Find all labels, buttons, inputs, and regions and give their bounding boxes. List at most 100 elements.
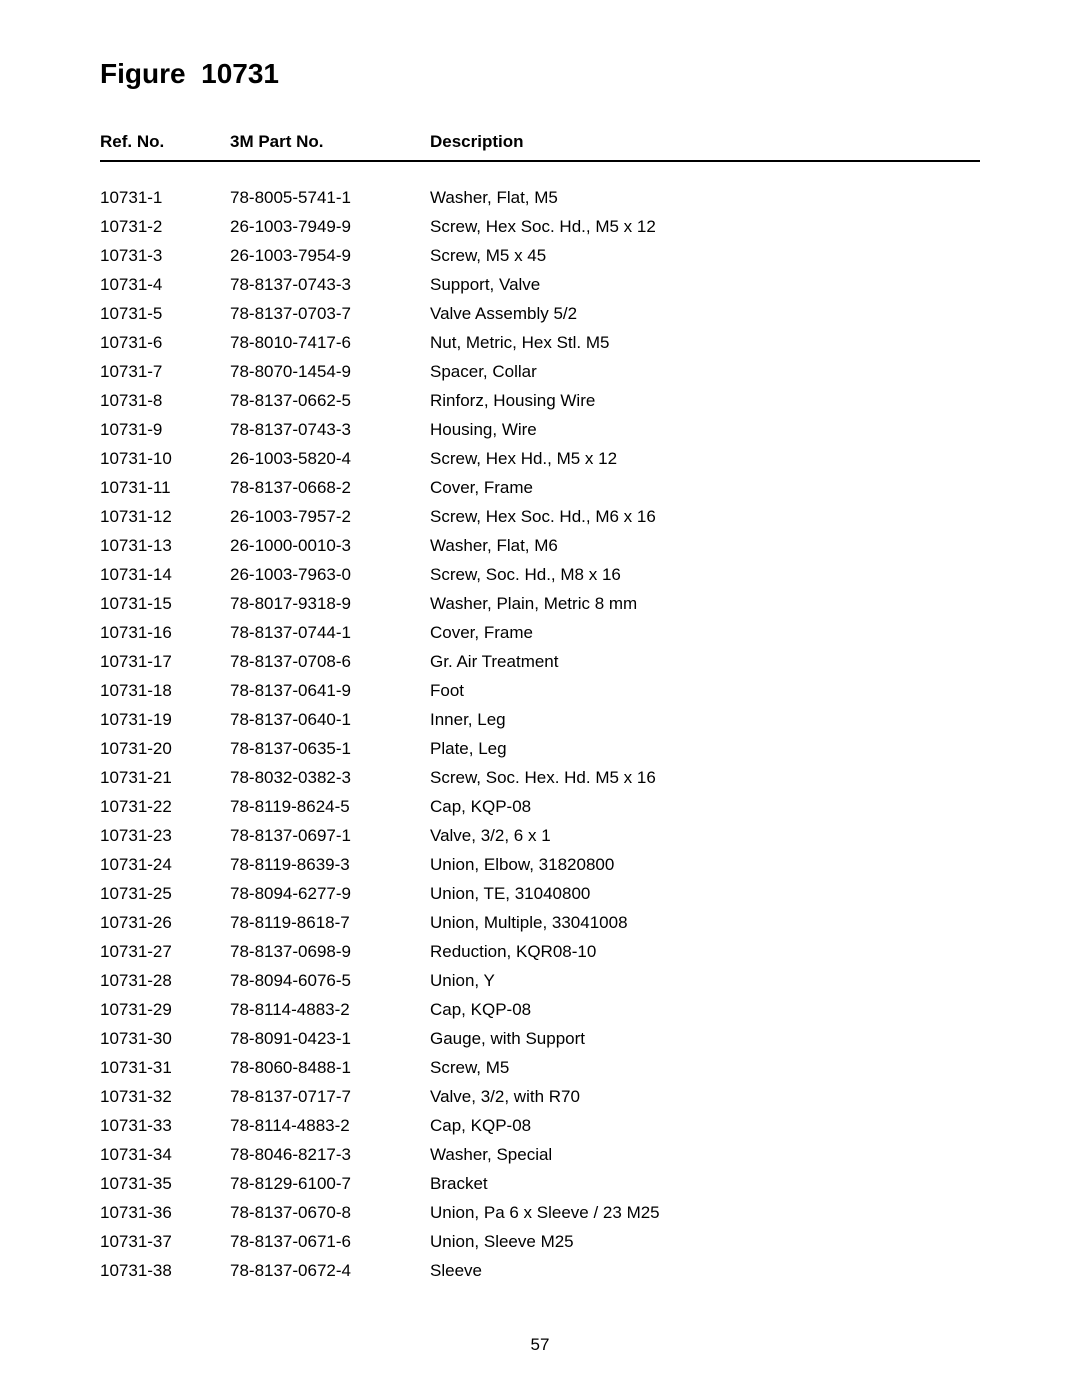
table-row: 10731-3578-8129-6100-7Bracket: [100, 1169, 980, 1198]
cell-part: 78-8005-5741-1: [230, 183, 430, 212]
cell-part: 78-8137-0698-9: [230, 937, 430, 966]
cell-desc: Gr. Air Treatment: [430, 647, 980, 676]
cell-part: 78-8137-0697-1: [230, 821, 430, 850]
cell-part: 78-8119-8639-3: [230, 850, 430, 879]
table-row: 10731-1878-8137-0641-9Foot: [100, 676, 980, 705]
cell-desc: Union, Pa 6 x Sleeve / 23 M25: [430, 1198, 980, 1227]
cell-part: 78-8094-6076-5: [230, 966, 430, 995]
cell-part: 78-8137-0743-3: [230, 415, 430, 444]
cell-desc: Union, Y: [430, 966, 980, 995]
cell-part: 26-1003-7963-0: [230, 560, 430, 589]
table-row: 10731-1578-8017-9318-9Washer, Plain, Met…: [100, 589, 980, 618]
cell-desc: Foot: [430, 676, 980, 705]
cell-part: 78-8114-4883-2: [230, 995, 430, 1024]
cell-part: 26-1003-7949-9: [230, 212, 430, 241]
cell-part: 26-1003-7954-9: [230, 241, 430, 270]
cell-ref: 10731-2: [100, 212, 230, 241]
table-row: 10731-3878-8137-0672-4Sleeve: [100, 1256, 980, 1285]
cell-desc: Screw, Soc. Hd., M8 x 16: [430, 560, 980, 589]
cell-ref: 10731-27: [100, 937, 230, 966]
parts-table-head: Ref. No. 3M Part No. Description: [100, 132, 980, 161]
cell-ref: 10731-11: [100, 473, 230, 502]
cell-ref: 10731-15: [100, 589, 230, 618]
table-row: 10731-3778-8137-0671-6Union, Sleeve M25: [100, 1227, 980, 1256]
table-row: 10731-1026-1003-5820-4Screw, Hex Hd., M5…: [100, 444, 980, 473]
parts-table: Ref. No. 3M Part No. Description 10731-1…: [100, 132, 980, 1285]
cell-desc: Valve, 3/2, 6 x 1: [430, 821, 980, 850]
cell-desc: Screw, Hex Soc. Hd., M5 x 12: [430, 212, 980, 241]
table-row: 10731-878-8137-0662-5Rinforz, Housing Wi…: [100, 386, 980, 415]
cell-desc: Cap, KQP-08: [430, 995, 980, 1024]
cell-part: 26-1003-5820-4: [230, 444, 430, 473]
table-row: 10731-178-8005-5741-1Washer, Flat, M5: [100, 183, 980, 212]
cell-ref: 10731-25: [100, 879, 230, 908]
table-row: 10731-978-8137-0743-3Housing, Wire: [100, 415, 980, 444]
cell-ref: 10731-16: [100, 618, 230, 647]
cell-desc: Screw, Soc. Hex. Hd. M5 x 16: [430, 763, 980, 792]
cell-ref: 10731-37: [100, 1227, 230, 1256]
table-row: 10731-2678-8119-8618-7Union, Multiple, 3…: [100, 908, 980, 937]
cell-ref: 10731-29: [100, 995, 230, 1024]
cell-desc: Inner, Leg: [430, 705, 980, 734]
cell-ref: 10731-23: [100, 821, 230, 850]
figure-title-prefix: Figure: [100, 58, 186, 89]
cell-desc: Screw, Hex Soc. Hd., M6 x 16: [430, 502, 980, 531]
cell-ref: 10731-12: [100, 502, 230, 531]
table-row: 10731-3678-8137-0670-8Union, Pa 6 x Slee…: [100, 1198, 980, 1227]
cell-part: 78-8114-4883-2: [230, 1111, 430, 1140]
table-row: 10731-2878-8094-6076-5Union, Y: [100, 966, 980, 995]
cell-desc: Union, TE, 31040800: [430, 879, 980, 908]
cell-part: 78-8137-0635-1: [230, 734, 430, 763]
page: Figure 10731 Ref. No. 3M Part No. Descri…: [0, 0, 1080, 1397]
cell-desc: Support, Valve: [430, 270, 980, 299]
cell-ref: 10731-9: [100, 415, 230, 444]
cell-part: 78-8017-9318-9: [230, 589, 430, 618]
cell-desc: Reduction, KQR08-10: [430, 937, 980, 966]
table-row: 10731-1226-1003-7957-2Screw, Hex Soc. Hd…: [100, 502, 980, 531]
cell-desc: Cap, KQP-08: [430, 792, 980, 821]
cell-part: 78-8129-6100-7: [230, 1169, 430, 1198]
table-row: 10731-3378-8114-4883-2Cap, KQP-08: [100, 1111, 980, 1140]
cell-ref: 10731-6: [100, 328, 230, 357]
col-header-desc: Description: [430, 132, 980, 161]
cell-desc: Housing, Wire: [430, 415, 980, 444]
col-header-part: 3M Part No.: [230, 132, 430, 161]
cell-part: 78-8137-0672-4: [230, 1256, 430, 1285]
cell-part: 78-8046-8217-3: [230, 1140, 430, 1169]
cell-part: 78-8137-0671-6: [230, 1227, 430, 1256]
table-row: 10731-1178-8137-0668-2Cover, Frame: [100, 473, 980, 502]
cell-ref: 10731-21: [100, 763, 230, 792]
cell-ref: 10731-24: [100, 850, 230, 879]
cell-part: 78-8119-8624-5: [230, 792, 430, 821]
table-row: 10731-778-8070-1454-9Spacer, Collar: [100, 357, 980, 386]
table-row: 10731-678-8010-7417-6Nut, Metric, Hex St…: [100, 328, 980, 357]
table-row: 10731-1978-8137-0640-1Inner, Leg: [100, 705, 980, 734]
cell-ref: 10731-20: [100, 734, 230, 763]
cell-ref: 10731-34: [100, 1140, 230, 1169]
cell-desc: Cover, Frame: [430, 618, 980, 647]
cell-desc: Nut, Metric, Hex Stl. M5: [430, 328, 980, 357]
cell-desc: Washer, Plain, Metric 8 mm: [430, 589, 980, 618]
cell-part: 78-8070-1454-9: [230, 357, 430, 386]
cell-part: 78-8094-6277-9: [230, 879, 430, 908]
table-row: 10731-2578-8094-6277-9Union, TE, 3104080…: [100, 879, 980, 908]
cell-ref: 10731-26: [100, 908, 230, 937]
cell-ref: 10731-14: [100, 560, 230, 589]
cell-desc: Union, Multiple, 33041008: [430, 908, 980, 937]
cell-part: 78-8137-0708-6: [230, 647, 430, 676]
table-row: 10731-326-1003-7954-9Screw, M5 x 45: [100, 241, 980, 270]
table-row: 10731-2178-8032-0382-3Screw, Soc. Hex. H…: [100, 763, 980, 792]
cell-ref: 10731-18: [100, 676, 230, 705]
parts-table-body: 10731-178-8005-5741-1Washer, Flat, M5107…: [100, 161, 980, 1285]
cell-desc: Sleeve: [430, 1256, 980, 1285]
cell-part: 78-8119-8618-7: [230, 908, 430, 937]
table-row: 10731-3478-8046-8217-3Washer, Special: [100, 1140, 980, 1169]
table-row: 10731-2078-8137-0635-1Plate, Leg: [100, 734, 980, 763]
cell-desc: Plate, Leg: [430, 734, 980, 763]
cell-ref: 10731-4: [100, 270, 230, 299]
cell-part: 78-8137-0640-1: [230, 705, 430, 734]
table-row: 10731-3078-8091-0423-1Gauge, with Suppor…: [100, 1024, 980, 1053]
cell-ref: 10731-8: [100, 386, 230, 415]
cell-desc: Union, Sleeve M25: [430, 1227, 980, 1256]
cell-desc: Gauge, with Support: [430, 1024, 980, 1053]
